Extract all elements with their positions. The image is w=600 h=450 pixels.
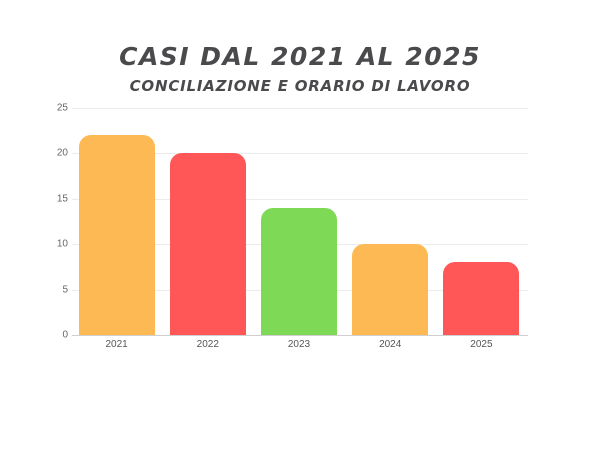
x-tick: 2024 (379, 339, 402, 350)
gridline (72, 153, 528, 154)
bar-2025 (443, 262, 520, 335)
bar-2022 (169, 153, 246, 335)
y-tick: 5 (62, 284, 68, 296)
y-tick: 20 (56, 147, 68, 159)
bars (72, 108, 528, 335)
y-tick: 15 (56, 193, 68, 205)
x-tick: 2021 (105, 339, 128, 350)
y-tick: 10 (56, 238, 68, 250)
x-tick: 2023 (287, 339, 311, 350)
gridline (72, 199, 528, 200)
chart-title: CASI DAL 2021 AL 2025 (119, 42, 481, 71)
bar-2021 (78, 135, 155, 335)
chart-subtitle: CONCILIAZIONE E ORARIO DI LAVORO (129, 77, 471, 95)
bar-2023 (261, 207, 337, 335)
y-tick: 25 (56, 102, 68, 114)
y-tick: 0 (62, 329, 68, 341)
bar-2024 (352, 244, 429, 335)
gridline (72, 108, 528, 109)
x-axis-line (72, 335, 528, 336)
x-tick: 2025 (470, 339, 493, 350)
x-tick: 2022 (196, 339, 219, 350)
plot-area (72, 108, 528, 336)
